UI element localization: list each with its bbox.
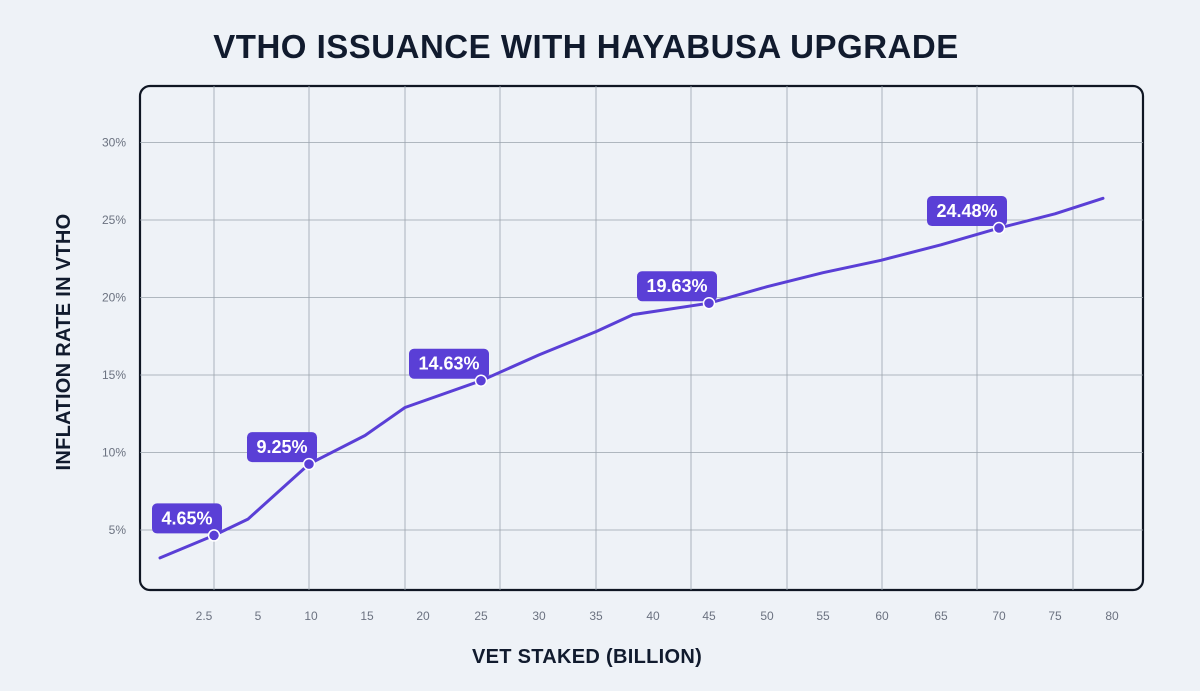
grid [140,86,1143,590]
data-label-box [409,348,489,379]
data-label-box [247,432,317,463]
y-tick-label: 5% [109,523,127,537]
data-label-box [152,503,222,534]
chart-title: VTHO ISSUANCE WITH HAYABUSA UPGRADE [213,28,958,65]
x-tick-label: 65 [934,609,948,623]
x-tick-label: 40 [646,609,660,623]
x-tick-label: 50 [760,609,774,623]
data-label: 14.63% [409,348,489,387]
y-tick-label: 15% [102,368,126,382]
y-tick-label: 20% [102,291,126,305]
x-tick-label: 45 [702,609,716,623]
data-label-text: 9.25% [256,437,307,457]
data-label-text: 19.63% [646,276,707,296]
y-tick-label: 30% [102,136,126,150]
data-label: 9.25% [247,432,317,471]
x-tick-label: 35 [589,609,603,623]
data-point-marker [702,296,716,310]
y-tick-label: 25% [102,213,126,227]
x-tick-label: 15 [360,609,374,623]
data-label-text: 14.63% [418,354,479,374]
series-line [158,196,1105,560]
data-point-marker [474,374,488,387]
data-label-box [927,196,1007,227]
x-tick-label: 55 [816,609,830,623]
data-label-text: 24.48% [936,201,997,221]
x-tick-label: 20 [416,609,430,623]
x-tick-label: 60 [875,609,889,623]
x-tick-label: 10 [304,609,318,623]
data-label-text: 4.65% [161,508,212,528]
data-point-marker [992,221,1006,235]
x-tick-label: 25 [474,609,488,623]
data-label: 19.63% [637,271,717,310]
data-label-box [637,271,717,302]
x-tick-label: 70 [992,609,1006,623]
plot-area [138,84,1145,592]
tick-labels: 5% 10% 15% 20% 25% 30% 2.5 5 10 15 20 25 30 35 40 45 50 5… [102,136,1119,624]
data-label: 24.48% [927,196,1007,235]
x-tick-label: 5 [255,609,262,623]
x-axis-title: VET STAKED (BILLION) [472,646,702,668]
data-label: 4.65% [152,503,222,542]
data-labels: 4.65% 9.25% 14.63% 19.63% 24.48% [152,196,1007,542]
data-point-marker [207,529,221,542]
y-tick-label: 10% [102,446,126,460]
x-tick-label: 75 [1048,609,1062,623]
x-tick-label: 80 [1105,609,1119,623]
y-axis-title: INFLATION RATE IN VTHO [53,214,75,471]
x-tick-label: 30 [532,609,546,623]
x-tick-label: 2.5 [196,609,213,623]
series-group [158,196,1105,560]
data-point-marker [302,457,316,471]
